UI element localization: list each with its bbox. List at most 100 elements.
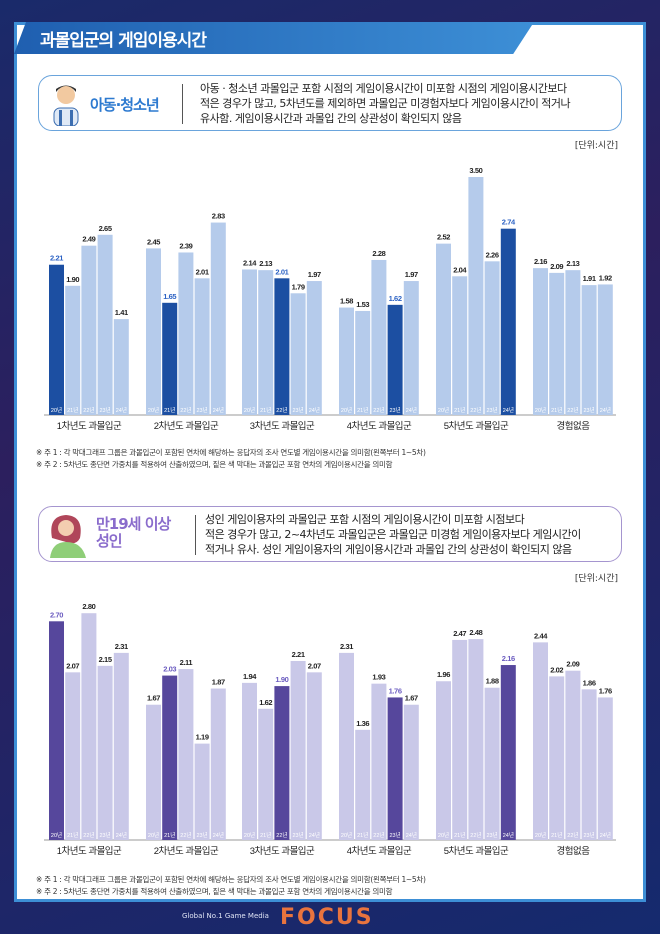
- bar-year-label: 21년: [260, 831, 271, 839]
- data-label: 2.21: [50, 254, 63, 263]
- bar: [549, 272, 565, 415]
- data-label: 1.87: [212, 678, 225, 687]
- bar: [581, 689, 597, 840]
- bar-year-label: 21년: [164, 831, 175, 839]
- footnote: ※ 주 1 : 각 막대그래프 그룹은 과몰입군이 포함된 연차에 해당하는 응…: [36, 875, 426, 884]
- bar: [355, 310, 371, 415]
- data-label: 2.09: [566, 660, 579, 669]
- bar: [290, 660, 306, 840]
- bar-year-label: 24년: [116, 831, 127, 839]
- bar: [274, 686, 290, 840]
- bar-year-label: 20년: [438, 406, 449, 414]
- bar: [81, 245, 97, 415]
- youth-bar-chart: 2.21 20년 1.90 21년 2.49 22년 2.65 23년 1.41 24년 1차년도 …: [44, 166, 616, 432]
- bar-year-label: 23년: [390, 831, 401, 839]
- youth-desc-line: 유사함. 게임이용시간과 과몰입 간의 상관성이 확인되지 않음: [200, 112, 462, 125]
- bar-year-label: 20년: [148, 831, 159, 839]
- data-label: 2.65: [99, 224, 112, 233]
- data-label: 1.93: [372, 673, 385, 682]
- data-label: 1.62: [389, 294, 402, 303]
- data-label: 1.91: [583, 274, 596, 283]
- data-label: 2.15: [99, 655, 112, 664]
- bar-year-label: 23년: [390, 406, 401, 414]
- data-label: 2.02: [550, 665, 563, 674]
- bar: [210, 222, 226, 415]
- bar-year-label: 22년: [180, 406, 191, 414]
- bar-year-label: 20년: [535, 831, 546, 839]
- category-label: 1차년도 과몰입군: [57, 845, 122, 857]
- data-label: 1.86: [583, 678, 596, 687]
- bar-year-label: 21년: [551, 831, 562, 839]
- bar: [113, 652, 129, 840]
- bar: [371, 683, 387, 840]
- bar-year-label: 24년: [503, 831, 514, 839]
- bar-year-label: 24년: [406, 406, 417, 414]
- data-label: 2.01: [196, 267, 209, 276]
- data-label: 1.96: [437, 670, 450, 679]
- data-label: 2.09: [550, 262, 563, 271]
- bar: [146, 248, 161, 415]
- bar: [162, 302, 178, 415]
- data-label: 2.07: [308, 661, 321, 670]
- data-label: 2.83: [212, 212, 225, 221]
- bar-year-label: 24년: [503, 406, 514, 414]
- bar-year-label: 24년: [406, 831, 417, 839]
- bar: [565, 270, 581, 415]
- data-label: 1.90: [275, 675, 288, 684]
- bar-year-label: 23년: [487, 406, 498, 414]
- category-label: 4차년도 과몰입군: [347, 845, 412, 857]
- unit-label: [단위:시간]: [574, 574, 618, 584]
- bar: [549, 676, 565, 840]
- bar: [290, 293, 306, 415]
- bar-year-label: 21년: [260, 406, 271, 414]
- bar: [452, 639, 468, 840]
- bar-year-label: 21년: [454, 406, 465, 414]
- data-label: 2.47: [453, 629, 466, 638]
- bar-year-label: 21년: [551, 406, 562, 414]
- bar-year-label: 22년: [470, 406, 481, 414]
- bar-year-label: 23년: [293, 831, 304, 839]
- bar: [436, 681, 451, 840]
- bar: [533, 268, 548, 415]
- bar: [597, 284, 613, 415]
- data-label: 2.52: [437, 233, 450, 242]
- youth-desc-line: 적은 경우가 많고, 5차년도를 제외하면 과몰입군 미경험자보다 게임이용시간…: [200, 97, 571, 110]
- bar-year-label: 23년: [584, 831, 595, 839]
- data-label: 1.19: [196, 733, 209, 742]
- bar-year-label: 20년: [341, 406, 352, 414]
- data-label: 1.92: [599, 273, 612, 282]
- data-label: 1.67: [405, 694, 418, 703]
- data-label: 1.53: [356, 300, 369, 309]
- bar: [242, 682, 257, 840]
- bar-year-label: 20년: [438, 831, 449, 839]
- bar: [146, 704, 161, 840]
- bar-year-label: 22년: [83, 406, 94, 414]
- bar: [387, 697, 403, 840]
- bar: [403, 281, 419, 415]
- data-label: 2.16: [534, 257, 547, 266]
- data-label: 2.01: [275, 267, 288, 276]
- youth-desc-line: 아동 · 청소년 과몰입군 포함 시점의 게임이용시간이 미포함 시점의 게임이…: [200, 82, 567, 95]
- data-label: 2.14: [243, 258, 257, 267]
- bar-year-label: 23년: [197, 831, 208, 839]
- divider: [195, 515, 196, 555]
- data-label: 2.07: [66, 661, 79, 670]
- bar: [500, 665, 516, 840]
- youth-label: 아동·청소년: [90, 96, 160, 114]
- data-label: 2.49: [82, 235, 95, 244]
- data-label: 1.67: [147, 694, 160, 703]
- data-label: 3.50: [469, 166, 482, 175]
- bar: [468, 639, 484, 840]
- bar-year-label: 22년: [276, 831, 287, 839]
- bar: [387, 304, 403, 415]
- category-label: 5차년도 과몰입군: [444, 845, 509, 857]
- bar: [436, 243, 451, 415]
- category-label: 경험없음: [557, 420, 591, 432]
- bar: [97, 234, 113, 415]
- bar-year-label: 20년: [51, 406, 62, 414]
- data-label: 2.04: [453, 265, 467, 274]
- data-label: 1.97: [308, 270, 321, 279]
- bar: [500, 228, 516, 415]
- data-label: 2.28: [372, 249, 385, 258]
- footnote: ※ 주 2 : 5차년도 종단면 가중치를 적용하여 산출하였으며, 짙은 색 …: [36, 460, 393, 469]
